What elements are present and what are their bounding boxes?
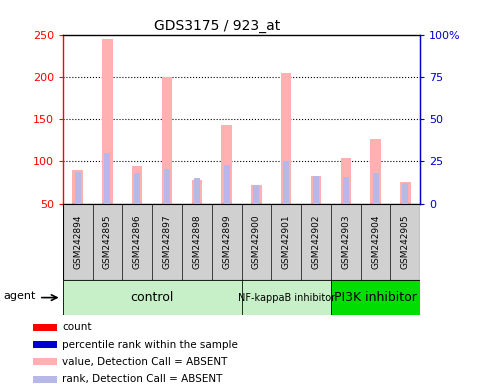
Bar bbox=[331, 280, 420, 315]
Bar bbox=[370, 139, 381, 204]
Bar bbox=[194, 178, 200, 204]
Bar bbox=[343, 177, 349, 204]
Text: GSM242894: GSM242894 bbox=[73, 215, 82, 269]
Text: GSM242904: GSM242904 bbox=[371, 215, 380, 269]
Bar bbox=[33, 324, 57, 331]
Text: GSM242902: GSM242902 bbox=[312, 215, 320, 269]
Bar bbox=[132, 166, 142, 204]
Bar bbox=[254, 185, 259, 204]
Bar bbox=[63, 280, 242, 315]
Bar bbox=[281, 73, 291, 204]
Bar bbox=[162, 77, 172, 204]
Bar bbox=[164, 169, 170, 204]
Text: count: count bbox=[62, 322, 91, 332]
Bar bbox=[313, 177, 319, 204]
Bar bbox=[251, 185, 262, 204]
Bar bbox=[75, 172, 81, 204]
Bar bbox=[102, 39, 113, 204]
Text: PI3K inhibitor: PI3K inhibitor bbox=[334, 291, 417, 304]
Text: GSM242899: GSM242899 bbox=[222, 215, 231, 269]
Bar bbox=[341, 158, 351, 204]
Bar bbox=[283, 161, 289, 204]
Bar bbox=[221, 125, 232, 204]
Text: GSM242900: GSM242900 bbox=[252, 215, 261, 269]
Text: NF-kappaB inhibitor: NF-kappaB inhibitor bbox=[238, 293, 335, 303]
Text: control: control bbox=[130, 291, 174, 304]
Bar bbox=[242, 280, 331, 315]
Text: agent: agent bbox=[3, 291, 36, 301]
Text: GSM242895: GSM242895 bbox=[103, 215, 112, 269]
Text: GSM242903: GSM242903 bbox=[341, 215, 350, 269]
Text: rank, Detection Call = ABSENT: rank, Detection Call = ABSENT bbox=[62, 374, 222, 384]
Bar bbox=[33, 358, 57, 365]
Text: GSM242896: GSM242896 bbox=[133, 215, 142, 269]
Text: GDS3175 / 923_at: GDS3175 / 923_at bbox=[154, 19, 281, 33]
Text: GSM242901: GSM242901 bbox=[282, 215, 291, 269]
Text: GSM242898: GSM242898 bbox=[192, 215, 201, 269]
Bar bbox=[224, 165, 229, 204]
Bar bbox=[402, 183, 408, 204]
Bar bbox=[134, 173, 140, 204]
Text: GSM242905: GSM242905 bbox=[401, 215, 410, 269]
Bar bbox=[372, 173, 379, 204]
Text: value, Detection Call = ABSENT: value, Detection Call = ABSENT bbox=[62, 357, 227, 367]
Bar bbox=[33, 376, 57, 382]
Bar bbox=[33, 341, 57, 348]
Text: percentile rank within the sample: percentile rank within the sample bbox=[62, 339, 238, 349]
Bar bbox=[104, 153, 111, 204]
Bar bbox=[192, 180, 202, 204]
Bar bbox=[400, 182, 411, 204]
Text: GSM242897: GSM242897 bbox=[163, 215, 171, 269]
Bar bbox=[311, 175, 321, 204]
Bar bbox=[72, 170, 83, 204]
